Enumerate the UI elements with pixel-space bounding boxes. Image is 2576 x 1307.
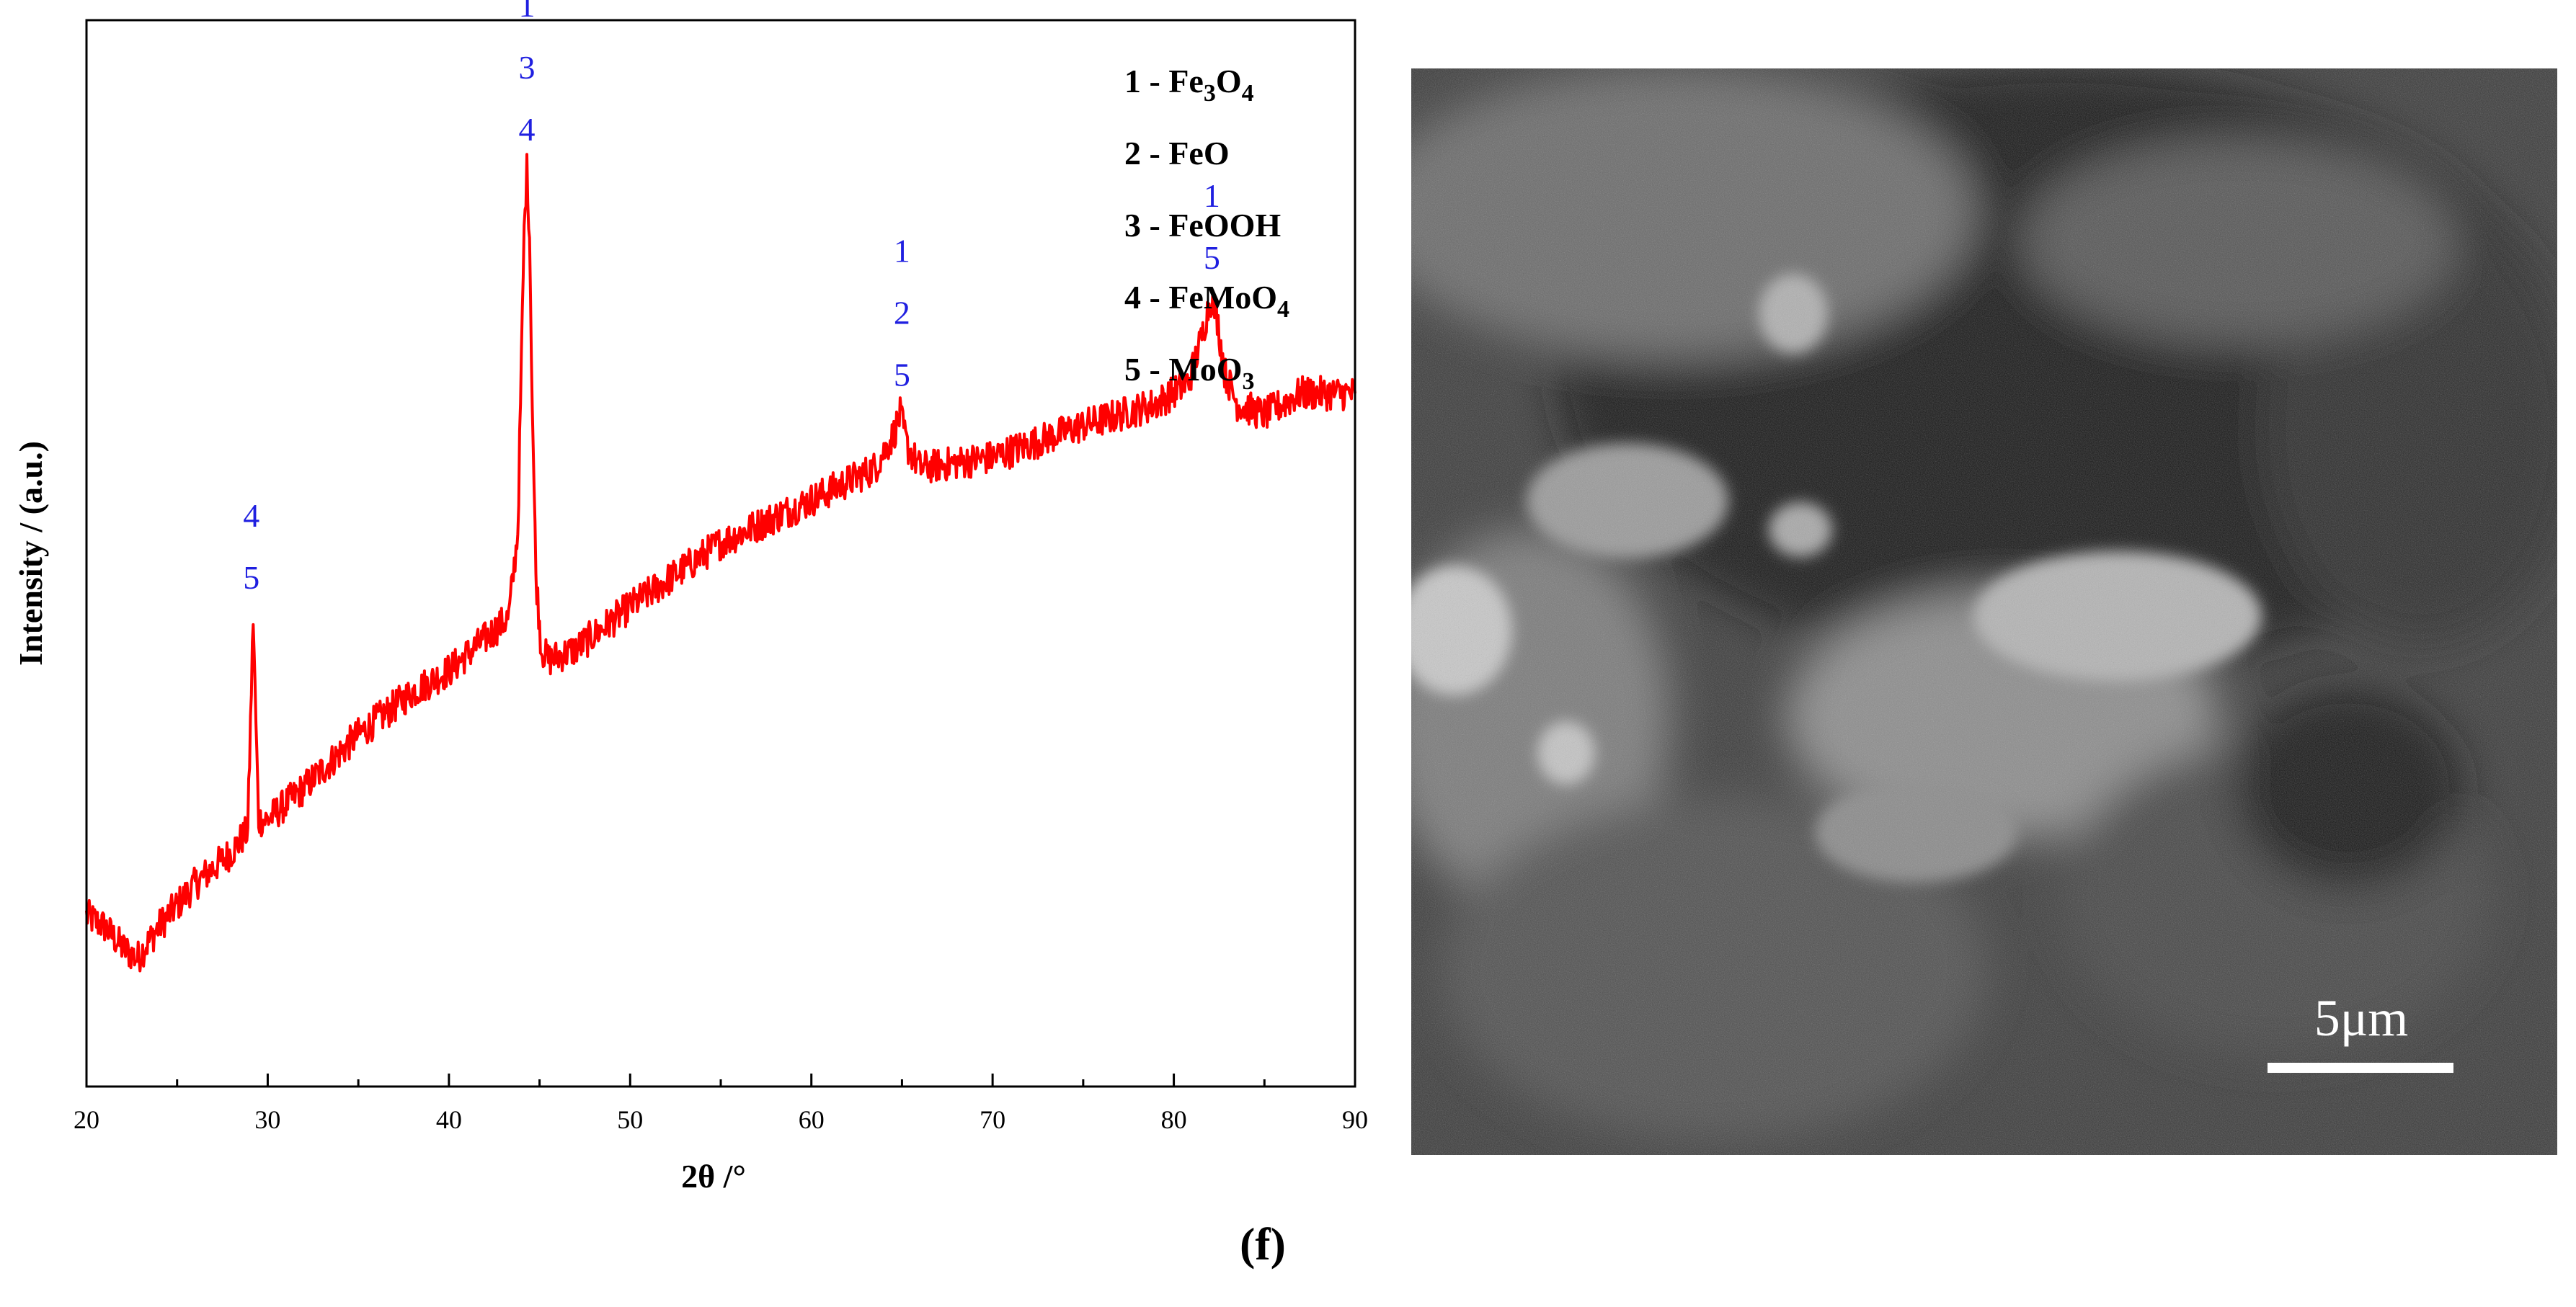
peak-label: 5 bbox=[243, 559, 259, 596]
data-layer bbox=[85, 153, 1356, 973]
x-axis-title: 2θ /° bbox=[681, 1158, 746, 1195]
peak-labels: 4 5 1 3 4 1 2 5 1 5 bbox=[243, 0, 1220, 596]
peak-label: 1 bbox=[1204, 177, 1220, 214]
sem-noise bbox=[1411, 68, 2557, 1155]
legend-entry: 5 - MoO3 bbox=[1124, 351, 1255, 395]
x-axis-ticks: 20 30 40 50 60 70 80 90 bbox=[74, 1074, 1368, 1134]
xrd-chart: 20 30 40 50 60 70 80 90 4 5 1 3 4 1 2 5 1 5 1 - Fe3O4 2 -… bbox=[12, 0, 1368, 1195]
sem-micrograph: 5μm bbox=[1411, 68, 2557, 1155]
x-tick-label: 20 bbox=[74, 1105, 99, 1134]
x-tick-label: 70 bbox=[980, 1105, 1005, 1134]
x-tick-label: 30 bbox=[254, 1105, 280, 1134]
peak-label: 1 bbox=[518, 0, 535, 24]
x-tick-label: 40 bbox=[436, 1105, 462, 1134]
phase-legend: 1 - Fe3O4 2 - FeO 3 - FeOOH 4 - FeMoO4 5 - M… bbox=[1124, 63, 1289, 395]
legend-entry: 2 - FeO bbox=[1124, 135, 1230, 171]
legend-entry: 4 - FeMoO4 bbox=[1124, 279, 1289, 323]
peak-label: 1 bbox=[894, 233, 910, 269]
x-tick-label: 90 bbox=[1342, 1105, 1368, 1134]
peak-label: 5 bbox=[1204, 239, 1220, 276]
peak-label: 4 bbox=[518, 111, 535, 148]
y-axis-title: Intensity / (a.u.) bbox=[12, 441, 49, 666]
peak-label: 2 bbox=[894, 295, 910, 331]
panel-label: (f) bbox=[1240, 1218, 1286, 1270]
x-tick-label: 80 bbox=[1161, 1105, 1187, 1134]
legend-entry: 3 - FeOOH bbox=[1124, 207, 1281, 244]
x-tick-label: 60 bbox=[799, 1105, 825, 1134]
scale-bar bbox=[2268, 1063, 2453, 1073]
peak-label: 5 bbox=[894, 357, 910, 393]
scale-bar-label: 5μm bbox=[2314, 989, 2409, 1047]
xrd-series-line-0 bbox=[85, 153, 1356, 973]
peak-label: 3 bbox=[518, 49, 535, 86]
x-tick-label: 50 bbox=[617, 1105, 643, 1134]
legend-entry: 1 - Fe3O4 bbox=[1124, 63, 1254, 107]
peak-label: 4 bbox=[243, 497, 259, 534]
